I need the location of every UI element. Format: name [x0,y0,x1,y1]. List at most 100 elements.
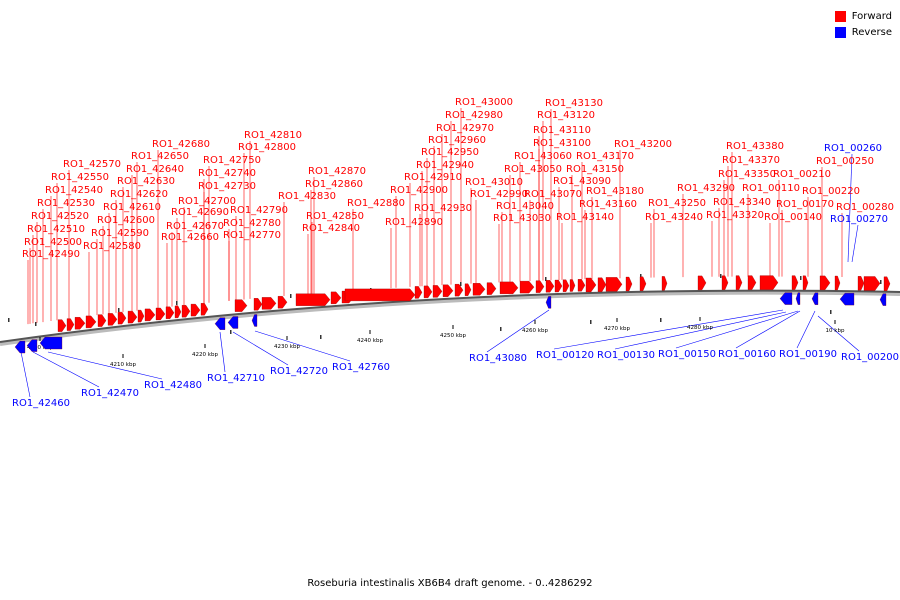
reverse-gene-label[interactable]: RO1_00160 [718,349,776,360]
forward-gene-arrow[interactable] [200,303,209,316]
reverse-gene-label[interactable]: RO1_00150 [658,349,716,360]
forward-gene-label[interactable]: RO1_42780 [223,218,281,229]
reverse-gene-label[interactable]: RO1_00270 [830,214,888,225]
forward-gene-arrow[interactable] [472,283,486,296]
reverse-gene-label[interactable]: RO1_42710 [207,373,265,384]
forward-gene-label[interactable]: RO1_43170 [576,151,634,162]
forward-gene-label[interactable]: RO1_42910 [404,172,462,183]
forward-gene-label[interactable]: RO1_42610 [103,202,161,213]
forward-gene-label[interactable]: RO1_43380 [726,141,784,152]
reverse-gene-label[interactable]: RO1_42720 [270,366,328,377]
reverse-gene-label[interactable]: RO1_00190 [779,349,837,360]
forward-gene-arrow[interactable] [253,298,263,311]
forward-gene-arrow[interactable] [66,318,75,331]
reverse-gene-arrow[interactable] [214,317,226,330]
forward-gene-label[interactable]: RO1_42630 [117,176,175,187]
reverse-gene-label[interactable]: RO1_00260 [824,143,882,154]
forward-gene-arrow[interactable] [155,307,166,321]
forward-gene-arrow[interactable] [432,285,443,298]
forward-gene-arrow[interactable] [802,275,809,290]
forward-gene-label[interactable]: RO1_42900 [390,185,448,196]
reverse-gene-arrow[interactable] [839,292,855,306]
forward-gene-label[interactable]: RO1_43320 [706,210,764,221]
reverse-gene-arrow[interactable] [545,296,552,309]
forward-gene-arrow[interactable] [625,276,633,292]
forward-gene-arrow[interactable] [697,275,707,291]
forward-gene-label[interactable]: RO1_42880 [347,198,405,209]
reverse-gene-label[interactable]: RO1_42480 [144,380,202,391]
forward-gene-label[interactable]: RO1_43350 [718,169,776,180]
forward-gene-label[interactable]: RO1_42680 [152,139,210,150]
forward-gene-arrow[interactable] [295,293,331,306]
forward-gene-label[interactable]: RO1_42840 [302,223,360,234]
forward-gene-arrow[interactable] [545,280,555,293]
forward-gene-arrow[interactable] [261,297,277,310]
reverse-gene-label[interactable]: RO1_42460 [12,398,70,409]
forward-gene-arrow[interactable] [562,279,570,292]
forward-gene-label[interactable]: RO1_42600 [97,215,155,226]
forward-gene-label[interactable]: RO1_00170 [776,199,834,210]
forward-gene-arrow[interactable] [819,275,831,291]
forward-gene-label[interactable]: RO1_42700 [178,196,236,207]
reverse-gene-label[interactable]: RO1_43080 [469,353,527,364]
reverse-gene-arrow[interactable] [14,340,26,354]
forward-gene-label[interactable]: RO1_42500 [24,237,82,248]
forward-gene-label[interactable]: RO1_00110 [742,183,800,194]
forward-gene-label[interactable]: RO1_42510 [27,224,85,235]
forward-gene-label[interactable]: RO1_42830 [278,191,336,202]
forward-gene-arrow[interactable] [735,275,743,290]
forward-gene-label[interactable]: RO1_42530 [37,198,95,209]
forward-gene-label[interactable]: RO1_00250 [816,156,874,167]
forward-gene-label[interactable]: RO1_43200 [614,139,672,150]
forward-gene-label[interactable]: RO1_42730 [198,181,256,192]
forward-gene-arrow[interactable] [605,277,623,292]
forward-gene-label[interactable]: RO1_42990 [470,189,528,200]
forward-gene-label[interactable]: RO1_42750 [203,155,261,166]
reverse-gene-label[interactable]: RO1_42470 [81,388,139,399]
forward-gene-label[interactable]: RO1_42590 [91,228,149,239]
forward-gene-arrow[interactable] [144,308,156,322]
forward-gene-arrow[interactable] [597,277,607,292]
forward-gene-label[interactable]: RO1_42970 [436,123,494,134]
forward-gene-label[interactable]: RO1_42580 [83,241,141,252]
forward-gene-label[interactable]: RO1_43090 [553,176,611,187]
forward-gene-label[interactable]: RO1_43120 [537,110,595,121]
forward-gene-arrow[interactable] [661,276,668,291]
forward-gene-arrow[interactable] [569,279,576,292]
forward-gene-arrow[interactable] [85,315,97,329]
forward-gene-arrow[interactable] [519,280,535,294]
forward-gene-arrow[interactable] [639,276,647,291]
forward-gene-label[interactable]: RO1_42520 [31,211,89,222]
forward-gene-label[interactable]: RO1_42570 [63,159,121,170]
forward-gene-label[interactable]: RO1_42540 [45,185,103,196]
forward-gene-label[interactable]: RO1_43040 [496,201,554,212]
forward-gene-label[interactable]: RO1_42950 [421,147,479,158]
forward-gene-label[interactable]: RO1_42960 [428,135,486,146]
forward-gene-label[interactable]: RO1_42490 [22,249,80,260]
reverse-gene-label[interactable]: RO1_00120 [536,350,594,361]
forward-gene-arrow[interactable] [57,319,67,332]
forward-gene-arrow[interactable] [454,284,464,297]
forward-gene-label[interactable]: RO1_43150 [566,164,624,175]
forward-gene-arrow[interactable] [442,284,454,297]
forward-gene-label[interactable]: RO1_42740 [198,168,256,179]
forward-gene-arrow[interactable] [834,275,841,291]
forward-gene-label[interactable]: RO1_00210 [773,169,831,180]
forward-gene-arrow[interactable] [464,283,472,296]
forward-gene-label[interactable]: RO1_42810 [244,130,302,141]
forward-gene-label[interactable]: RO1_42800 [238,142,296,153]
forward-gene-arrow[interactable] [277,296,288,309]
forward-gene-arrow[interactable] [174,305,182,319]
forward-gene-arrow[interactable] [117,311,127,325]
forward-gene-label[interactable]: RO1_42980 [445,110,503,121]
reverse-gene-arrow[interactable] [795,292,801,305]
reverse-gene-label[interactable]: RO1_00130 [597,350,655,361]
forward-gene-label[interactable]: RO1_42770 [223,230,281,241]
forward-gene-label[interactable]: RO1_42850 [306,211,364,222]
forward-gene-arrow[interactable] [234,299,248,312]
forward-gene-label[interactable]: RO1_43070 [524,189,582,200]
forward-gene-label[interactable]: RO1_42640 [126,164,184,175]
reverse-gene-arrow[interactable] [879,293,887,306]
forward-gene-label[interactable]: RO1_42790 [230,205,288,216]
reverse-gene-label[interactable]: RO1_00200 [841,352,899,363]
